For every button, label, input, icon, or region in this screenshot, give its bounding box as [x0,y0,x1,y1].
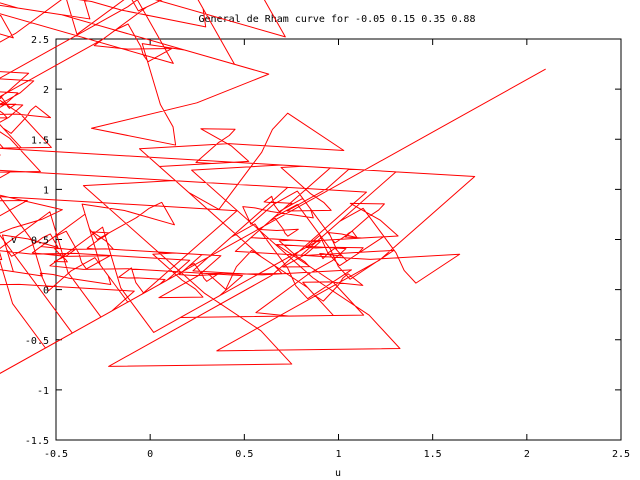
x-tick-label: 1 [335,449,341,460]
chart-title: General de Rham curve for -0.05 0.15 0.3… [199,14,476,25]
x-tick-label: 0.5 [235,449,253,460]
y-tick-label: -1.5 [25,436,49,447]
y-tick-label: -0.5 [25,336,49,347]
y-tick-label: 1 [43,185,49,196]
y-tick-label: 2.5 [31,35,49,46]
y-tick-label: 0 [43,286,49,297]
y-tick-label: 2 [43,85,49,96]
y-tick-label: 1.5 [31,135,49,146]
x-tick-label: 2 [524,449,530,460]
x-tick-label: 2.5 [612,449,630,460]
plot-area [0,0,622,441]
x-axis-label: u [335,468,341,479]
curve-layer [0,0,546,374]
axis-ticks [55,38,622,441]
x-tick-label: -0.5 [44,449,68,460]
tick-labels: -0.5 0 0.5 1 1.5 2 2.5 -1.5 -1 -0.5 0 0.5 1 1.5 2 2.5 [25,35,630,460]
x-tick-label: 1.5 [424,449,442,460]
y-tick-label: 0.5 [31,236,49,247]
x-tick-label: 0 [147,449,153,460]
y-axis-label: v [11,235,17,246]
de-rham-curve-series [0,0,546,374]
y-tick-label: -1 [37,386,49,397]
